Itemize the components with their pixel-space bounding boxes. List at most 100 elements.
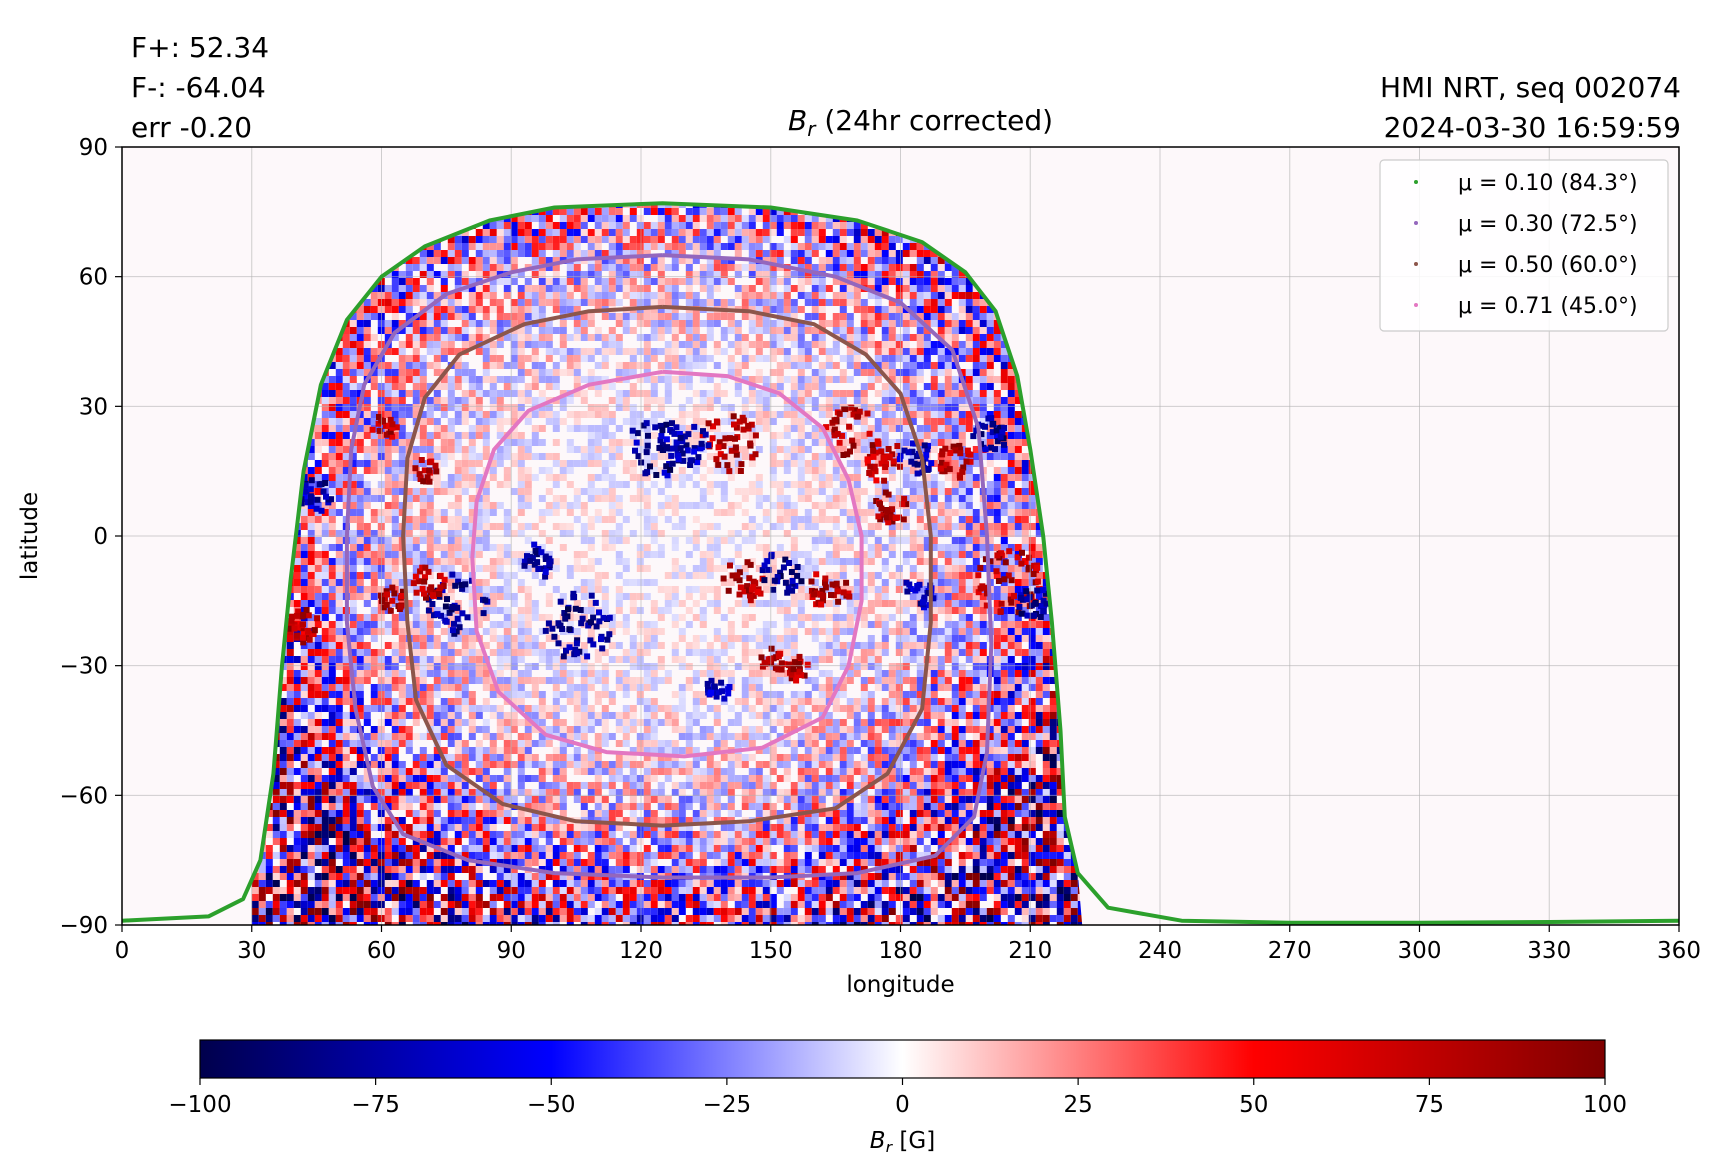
noise-pixel	[433, 705, 441, 712]
noise-pixel	[503, 691, 511, 698]
noise-pixel	[566, 446, 574, 453]
noise-pixel	[601, 782, 609, 789]
noise-pixel	[356, 880, 364, 887]
noise-pixel	[461, 649, 469, 656]
noise-pixel	[475, 915, 483, 922]
noise-pixel	[552, 761, 560, 768]
noise-pixel	[398, 418, 406, 425]
noise-pixel	[307, 726, 315, 733]
noise-pixel	[545, 215, 553, 222]
noise-pixel	[468, 292, 476, 299]
flux-negative-text: F-: -64.04	[131, 71, 266, 104]
noise-pixel	[573, 285, 581, 292]
noise-pixel	[601, 229, 609, 236]
noise-pixel	[503, 621, 511, 628]
noise-pixel	[573, 712, 581, 719]
noise-pixel	[580, 726, 588, 733]
noise-pixel	[405, 789, 413, 796]
noise-pixel	[594, 740, 602, 747]
noise-pixel	[643, 285, 651, 292]
noise-pixel	[356, 831, 364, 838]
noise-pixel	[566, 789, 574, 796]
noise-pixel	[482, 418, 490, 425]
noise-pixel	[510, 824, 518, 831]
noise-pixel	[601, 215, 609, 222]
noise-pixel	[475, 852, 483, 859]
noise-pixel	[496, 418, 504, 425]
noise-pixel	[559, 705, 567, 712]
noise-pixel	[496, 327, 504, 334]
noise-pixel	[482, 628, 490, 635]
noise-pixel	[461, 523, 469, 530]
noise-pixel	[440, 544, 448, 551]
noise-pixel	[461, 341, 469, 348]
noise-pixel	[398, 376, 406, 383]
noise-pixel	[398, 670, 406, 677]
noise-pixel	[447, 649, 455, 656]
noise-pixel	[412, 257, 420, 264]
noise-pixel	[356, 411, 364, 418]
noise-pixel	[538, 271, 546, 278]
noise-pixel	[482, 516, 490, 523]
noise-pixel	[636, 257, 644, 264]
noise-pixel	[363, 915, 371, 922]
noise-pixel	[559, 775, 567, 782]
flux-summary: F+: 52.34 F-: -64.04 err -0.20	[131, 28, 269, 148]
noise-pixel	[391, 663, 399, 670]
noise-pixel	[482, 250, 490, 257]
noise-pixel	[342, 369, 350, 376]
noise-pixel	[629, 285, 637, 292]
noise-pixel	[559, 838, 567, 845]
noise-pixel	[300, 761, 308, 768]
noise-pixel	[482, 509, 490, 516]
noise-pixel	[293, 691, 301, 698]
noise-pixel	[314, 838, 322, 845]
noise-pixel	[321, 775, 329, 782]
noise-pixel	[475, 257, 483, 264]
noise-pixel	[545, 572, 553, 579]
noise-pixel	[622, 439, 630, 446]
noise-pixel	[440, 313, 448, 320]
noise-pixel	[349, 663, 357, 670]
noise-pixel	[272, 810, 280, 817]
noise-pixel	[545, 355, 553, 362]
noise-pixel	[307, 796, 315, 803]
noise-pixel	[517, 488, 525, 495]
noise-pixel	[594, 768, 602, 775]
noise-pixel	[524, 355, 532, 362]
noise-pixel	[573, 901, 581, 908]
noise-pixel	[433, 320, 441, 327]
noise-pixel	[573, 719, 581, 726]
noise-pixel	[580, 278, 588, 285]
noise-pixel	[405, 712, 413, 719]
noise-pixel	[475, 236, 483, 243]
noise-pixel	[314, 579, 322, 586]
noise-pixel	[629, 278, 637, 285]
noise-pixel	[475, 334, 483, 341]
noise-pixel	[433, 656, 441, 663]
noise-pixel	[363, 845, 371, 852]
noise-pixel	[349, 649, 357, 656]
noise-pixel	[314, 572, 322, 579]
noise-pixel	[384, 439, 392, 446]
noise-pixel	[286, 663, 294, 670]
noise-pixel	[580, 782, 588, 789]
noise-pixel	[307, 558, 315, 565]
noise-pixel	[454, 383, 462, 390]
noise-pixel	[580, 222, 588, 229]
noise-pixel	[538, 740, 546, 747]
noise-pixel	[405, 516, 413, 523]
noise-pixel	[454, 481, 462, 488]
noise-pixel	[629, 663, 637, 670]
noise-pixel	[580, 649, 588, 656]
noise-pixel	[517, 747, 525, 754]
noise-pixel	[384, 397, 392, 404]
noise-pixel	[629, 390, 637, 397]
noise-pixel	[328, 915, 336, 922]
noise-pixel	[447, 397, 455, 404]
noise-pixel	[321, 705, 329, 712]
noise-pixel	[517, 782, 525, 789]
noise-pixel	[545, 285, 553, 292]
noise-pixel	[384, 922, 392, 925]
noise-pixel	[349, 880, 357, 887]
